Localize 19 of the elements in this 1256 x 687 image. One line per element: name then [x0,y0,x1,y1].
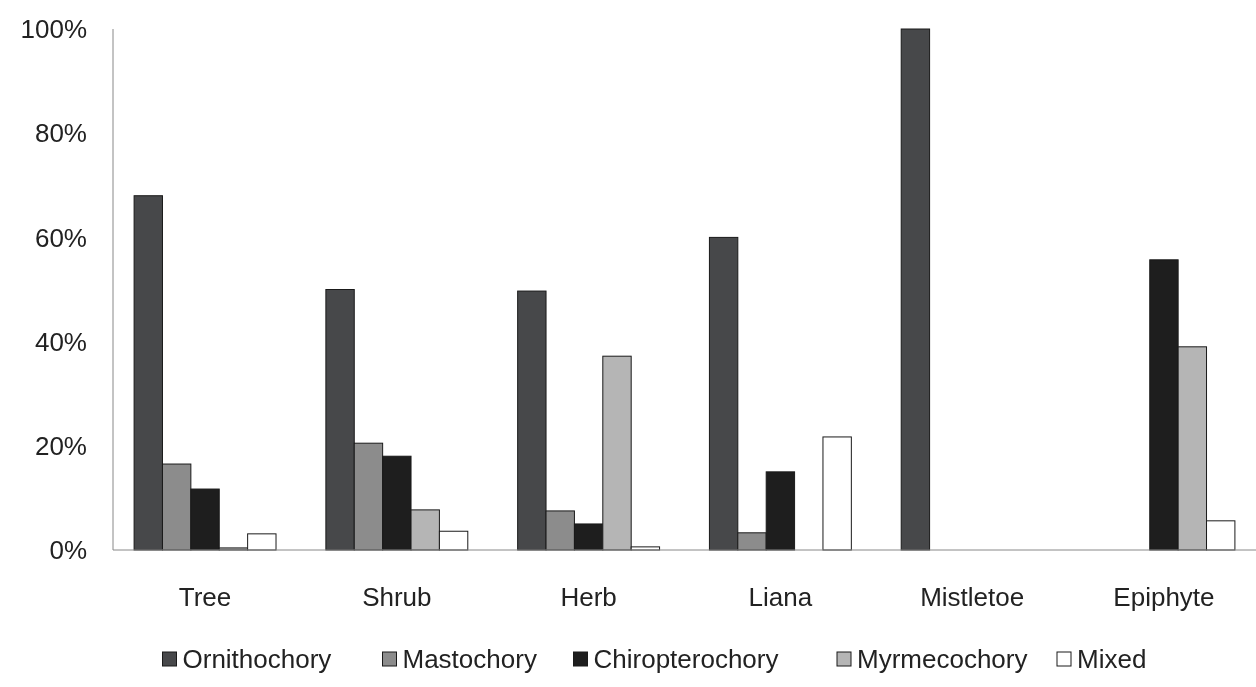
bar [822,436,852,551]
x-tick-label: Epiphyte [1113,582,1215,612]
x-tick-label: Herb [560,582,617,612]
legend-label: Ornithochory [182,644,332,674]
x-tick-label: Mistletoe [920,582,1025,612]
y-tick-label: 100% [20,14,87,45]
legend-label: Mixed [1077,644,1147,674]
x-tick-label: Shrub [362,582,432,612]
legend-label: Myrmecochory [857,644,1028,674]
bar [900,28,931,551]
legend-label: Mastochory [402,644,537,674]
y-tick-label: 20% [34,430,87,461]
y-tick-label: 80% [34,118,87,149]
legend-label: Chiropterochory [593,644,779,674]
y-tick-label: 0% [49,535,87,566]
x-tick-label: Tree [178,582,232,612]
y-tick-label: 60% [34,222,87,253]
x-tick-label: Liana [748,582,813,612]
y-tick-label: 40% [34,326,87,357]
